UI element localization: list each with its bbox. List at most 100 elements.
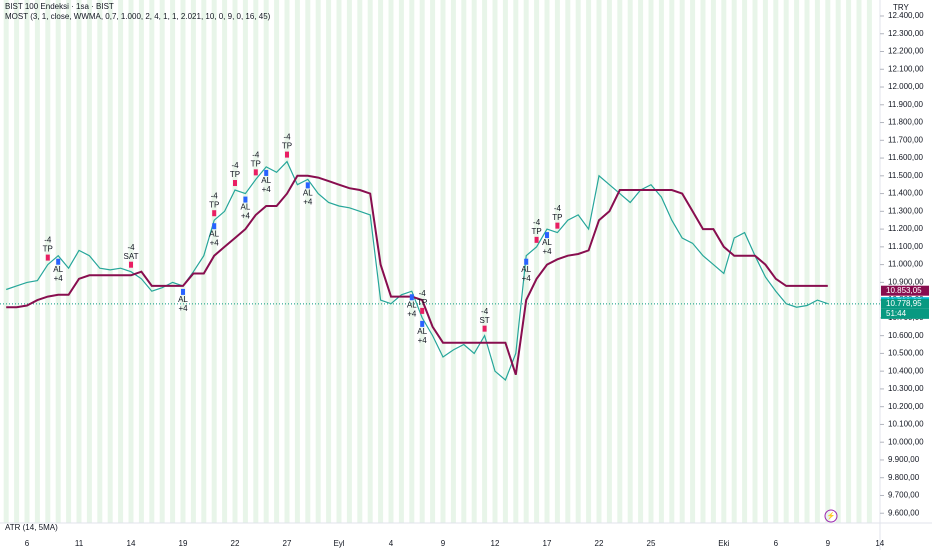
session-band: [700, 0, 706, 523]
sell-signal-arrow: [420, 307, 425, 314]
sell-signal-arrow: [534, 236, 539, 243]
sell-signal-label: TP: [531, 227, 541, 236]
sell-signal-label: TP: [209, 200, 219, 209]
y-tick-label: 11.800,00: [888, 118, 924, 127]
sell-signal-arrow: [233, 180, 237, 187]
x-tick-label: 6: [25, 539, 30, 548]
indicator-label: MOST (3, 1, close, WWMA, 0,7, 1.000, 2, …: [5, 12, 271, 21]
session-bands: [3, 0, 872, 523]
session-band: [190, 0, 196, 523]
buy-signal-label: AL: [209, 229, 219, 238]
session-band: [336, 0, 342, 523]
session-band: [294, 0, 300, 523]
session-band: [461, 0, 467, 523]
price-tag: [881, 285, 929, 296]
y-tick-label: 12.000,00: [888, 82, 924, 91]
session-band: [14, 0, 20, 523]
session-band: [658, 0, 664, 523]
buy-signal-arrow: [56, 258, 61, 265]
buy-signal-arrow: [409, 294, 414, 301]
sell-signal-count: -4: [44, 236, 52, 245]
session-band: [45, 0, 51, 523]
session-band: [24, 0, 30, 523]
session-band: [846, 0, 852, 523]
buy-signal-arrow: [545, 232, 549, 239]
session-band: [34, 0, 40, 523]
session-band: [86, 0, 92, 523]
buy-signal-arrow: [243, 196, 248, 203]
buy-signal-count: +4: [303, 197, 313, 206]
buy-signal-count: +4: [54, 274, 64, 283]
buy-signal-count: +4: [262, 185, 272, 194]
y-tick-label: 11.300,00: [888, 206, 924, 215]
x-tick-label: 14: [127, 539, 136, 548]
x-tick-label: 4: [389, 539, 394, 548]
session-band: [752, 0, 758, 523]
session-band: [107, 0, 113, 523]
session-band: [430, 0, 436, 523]
buy-signal-label: AL: [303, 188, 313, 197]
session-band: [565, 0, 571, 523]
session-band: [669, 0, 675, 523]
session-band: [762, 0, 768, 523]
y-tick-label: 12.200,00: [888, 47, 924, 56]
y-tick-label: 12.100,00: [888, 64, 924, 73]
session-band: [138, 0, 144, 523]
sell-signal-count: -4: [211, 191, 219, 200]
x-tick-label: 25: [647, 539, 656, 548]
price-tag: [881, 298, 929, 309]
currency: TRY: [893, 3, 910, 12]
session-band: [513, 0, 519, 523]
buy-signal-count: +4: [241, 212, 251, 221]
session-band: [596, 0, 602, 523]
sell-signal-arrow: [253, 169, 258, 176]
sell-signal-arrow: [482, 325, 487, 332]
sell-signal-label: ST: [479, 316, 489, 325]
session-band: [357, 0, 363, 523]
session-band: [97, 0, 103, 523]
session-band: [544, 0, 550, 523]
session-band: [648, 0, 654, 523]
series-line: [6, 174, 828, 376]
x-tick-label: 17: [543, 539, 552, 548]
session-band: [253, 0, 259, 523]
y-tick-label: 10.600,00: [888, 331, 924, 340]
price-tag-label: 10.853,05: [886, 286, 922, 295]
sell-signal-arrow: [285, 151, 289, 158]
buy-signal-label: AL: [521, 265, 531, 274]
session-band: [159, 0, 165, 523]
session-band: [804, 0, 810, 523]
session-band: [627, 0, 633, 523]
sell-signal-label: TP: [251, 159, 261, 168]
x-tick-label: 19: [179, 539, 188, 548]
sell-signal-count: -4: [283, 133, 291, 142]
buy-signal-label: AL: [261, 176, 271, 185]
session-band: [450, 0, 456, 523]
sell-signal-count: -4: [481, 307, 489, 316]
sell-signal-count: -4: [533, 218, 541, 227]
session-band: [794, 0, 800, 523]
buy-signal-arrow: [181, 288, 185, 295]
buy-signal-count: +4: [178, 304, 188, 313]
session-band: [305, 0, 311, 523]
buy-signal-count: +4: [542, 247, 552, 256]
sell-signal-arrow: [212, 210, 217, 217]
price-tag-label: 10.778,95: [886, 299, 922, 308]
session-band: [534, 0, 540, 523]
lower-pane-label: ATR (14, 5MA): [5, 523, 58, 532]
y-tick-label: 9.800,00: [888, 473, 920, 482]
session-band: [554, 0, 560, 523]
session-band: [419, 0, 425, 523]
y-tick-label: 11.100,00: [888, 242, 924, 251]
y-tick-label: 11.600,00: [888, 153, 924, 162]
session-band: [398, 0, 404, 523]
y-tick-label: 11.000,00: [888, 260, 924, 269]
sell-signal-count: -4: [252, 150, 260, 159]
buy-signal-arrow: [524, 258, 529, 265]
alert-icon[interactable]: [824, 509, 838, 523]
y-tick-label: 12.300,00: [888, 29, 924, 38]
session-band: [263, 0, 269, 523]
session-band: [710, 0, 716, 523]
session-band: [409, 0, 415, 523]
